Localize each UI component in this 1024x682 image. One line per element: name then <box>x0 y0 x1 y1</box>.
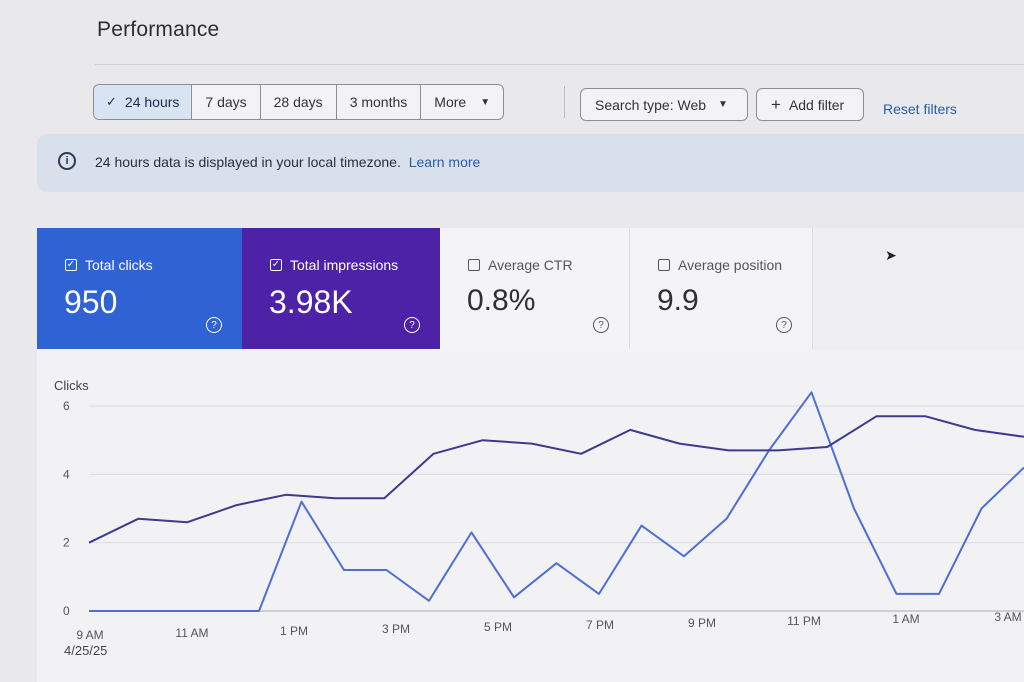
x-tick-label: 3 PM <box>382 622 410 636</box>
y-tick-label: 4 <box>63 467 70 481</box>
reset-filters-link[interactable]: Reset filters <box>883 101 957 117</box>
timezone-info-banner: i 24 hours data is displayed in your loc… <box>37 134 1024 192</box>
range-more-dropdown[interactable]: More ▼ <box>421 85 503 119</box>
toolbar-separator <box>564 86 565 118</box>
checkbox-unchecked-icon[interactable] <box>658 259 670 271</box>
caret-down-icon: ▼ <box>480 96 491 108</box>
mouse-pointer-icon: ➤ <box>885 247 897 263</box>
performance-chart-panel: Clicks 0 2 4 6 9 AM 11 AM 1 PM 3 PM 5 PM 7 PM 9 P… <box>37 349 1024 682</box>
help-icon[interactable]: ? <box>206 317 222 333</box>
x-tick-label: 9 AM <box>76 628 103 642</box>
check-icon: ✓ <box>106 94 117 109</box>
range-3-months-label: 3 months <box>349 94 408 110</box>
average-position-label-row: Average position <box>658 257 782 273</box>
learn-more-link[interactable]: Learn more <box>408 154 481 170</box>
total-clicks-label: Total clicks <box>85 257 153 273</box>
average-position-label: Average position <box>678 257 783 273</box>
range-7-days-button[interactable]: 7 days <box>192 85 261 119</box>
add-filter-label: Add filter <box>788 96 845 113</box>
average-ctr-value: 0.8% <box>467 284 536 317</box>
x-axis-ticks: 9 AM 11 AM 1 PM 3 PM 5 PM 7 PM 9 PM 11 PM 1 AM 3 … <box>76 610 1021 642</box>
help-icon[interactable]: ? <box>776 317 792 333</box>
range-24-hours-label: 24 hours <box>124 94 180 110</box>
search-type-dropdown[interactable]: Search type: Web ▼ <box>580 88 748 121</box>
metric-cards-filler <box>813 228 1024 349</box>
page-title: Performance <box>97 18 220 41</box>
banner-message: 24 hours data is displayed in your local… <box>95 154 480 170</box>
impressions-series-line[interactable] <box>88 415 1024 544</box>
y-axis-ticks: 0 2 4 6 <box>63 399 70 618</box>
y-tick-label: 6 <box>63 399 70 413</box>
banner-text: 24 hours data is displayed in your local… <box>95 154 401 170</box>
add-filter-button[interactable]: + Add filter <box>756 88 864 121</box>
help-icon[interactable]: ? <box>593 317 609 333</box>
average-position-value: 9.9 <box>657 284 699 317</box>
total-impressions-value: 3.98K <box>269 284 353 320</box>
range-more-label: More <box>434 94 467 110</box>
x-tick-label: 11 AM <box>175 626 208 640</box>
average-ctr-label-row: Average CTR <box>468 257 573 273</box>
total-clicks-value: 950 <box>64 284 118 320</box>
search-type-label: Search type: Web <box>595 96 707 113</box>
performance-chart: Clicks 0 2 4 6 9 AM 11 AM 1 PM 3 PM 5 PM 7 PM 9 P… <box>54 378 1024 658</box>
x-tick-label: 9 PM <box>688 616 716 630</box>
total-clicks-card[interactable]: ✓ Total clicks 950 ? <box>37 228 242 349</box>
title-divider <box>95 64 1024 65</box>
total-impressions-label: Total impressions <box>290 257 399 273</box>
x-tick-label: 1 AM <box>892 612 919 626</box>
chart-series <box>88 391 1024 612</box>
average-ctr-label: Average CTR <box>488 257 573 273</box>
x-tick-label: 7 PM <box>586 618 614 632</box>
range-28-days-label: 28 days <box>273 94 323 110</box>
checkbox-checked-icon[interactable]: ✓ <box>270 259 282 271</box>
total-impressions-label-row: ✓ Total impressions <box>270 257 398 273</box>
range-3-months-button[interactable]: 3 months <box>337 85 422 119</box>
clicks-series-line[interactable] <box>89 391 1024 612</box>
total-clicks-label-row: ✓ Total clicks <box>65 257 153 273</box>
plus-icon: + <box>771 94 781 114</box>
checkbox-unchecked-icon[interactable] <box>468 259 480 271</box>
x-tick-label: 1 PM <box>280 624 308 638</box>
y-axis-label: Clicks <box>54 378 89 393</box>
range-7-days-label: 7 days <box>205 94 247 110</box>
y-tick-label: 2 <box>63 536 70 550</box>
x-tick-label: 3 AM <box>994 610 1021 624</box>
average-position-card[interactable]: Average position 9.9 ? <box>630 228 813 349</box>
info-icon: i <box>58 152 76 170</box>
date-range-selector: ✓ 24 hours 7 days 28 days 3 months More … <box>93 84 505 120</box>
x-tick-label: 5 PM <box>484 620 512 634</box>
range-28-days-button[interactable]: 28 days <box>261 85 337 119</box>
x-axis-date-label: 4/25/25 <box>64 643 107 658</box>
help-icon[interactable]: ? <box>404 317 420 333</box>
x-tick-label: 11 PM <box>787 614 821 628</box>
range-24-hours-button[interactable]: ✓ 24 hours <box>94 85 193 119</box>
checkbox-checked-icon[interactable]: ✓ <box>65 259 77 271</box>
y-tick-label: 0 <box>63 604 70 618</box>
average-ctr-card[interactable]: Average CTR 0.8% ? <box>440 228 630 349</box>
caret-down-icon: ▼ <box>718 99 728 110</box>
total-impressions-card[interactable]: ✓ Total impressions 3.98K ? <box>242 228 440 349</box>
